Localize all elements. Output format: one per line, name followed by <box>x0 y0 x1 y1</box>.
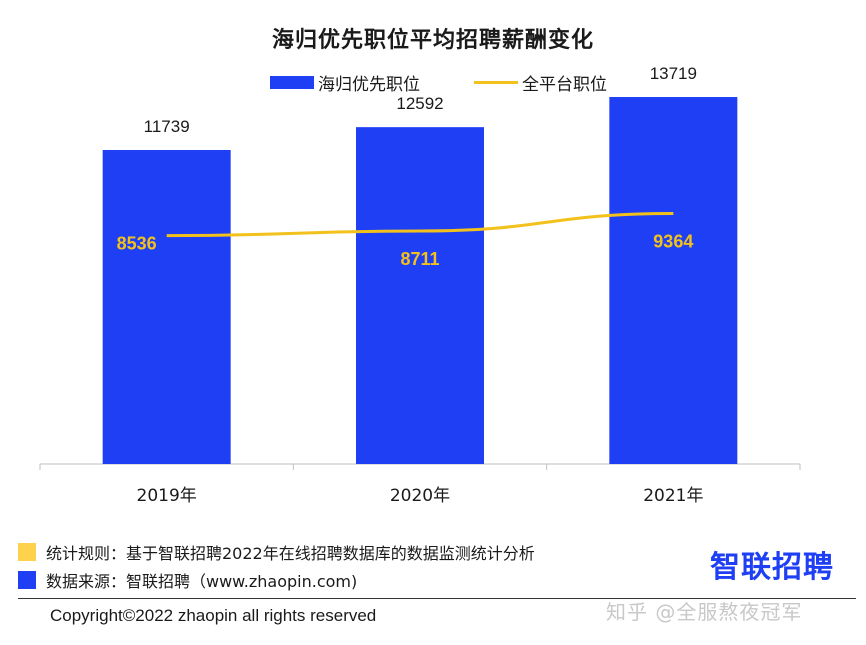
watermark: 知乎 @全服熬夜冠军 <box>606 600 803 624</box>
x-tick-label: 2021年 <box>643 486 703 506</box>
line-value-label: 9364 <box>653 232 693 252</box>
bar-0 <box>102 149 231 464</box>
note-source-text: 数据来源：智联招聘（www.zhaopin.com) <box>46 572 358 591</box>
copyright-text: Copyright©2022 zhaopin all rights reserv… <box>50 606 377 625</box>
note-rule: 统计规则：基于智联招聘2022年在线招聘数据库的数据监测统计分析 <box>18 538 535 566</box>
bar-value-label: 11739 <box>144 117 190 136</box>
note-source: 数据来源：智联招聘（www.zhaopin.com) <box>18 566 535 594</box>
legend-label-bar-series: 海归优先职位 <box>318 75 420 95</box>
chart-title: 海归优先职位平均招聘薪酬变化 <box>271 28 594 53</box>
line-value-label: 8711 <box>400 249 439 269</box>
legend-swatch-line <box>474 81 518 84</box>
bar-1 <box>356 127 484 464</box>
footnotes: 统计规则：基于智联招聘2022年在线招聘数据库的数据监测统计分析 数据来源：智联… <box>18 538 535 594</box>
bar-value-label: 12592 <box>396 94 443 113</box>
x-tick-label: 2020年 <box>390 486 450 506</box>
note-source-swatch <box>18 571 36 589</box>
legend-item-bar-series: 海归优先职位 <box>270 70 420 95</box>
divider <box>18 598 856 599</box>
chart-legend: 海归优先职位 全平台职位 <box>0 70 866 95</box>
line-series-path <box>166 212 674 238</box>
legend-label-line-series: 全平台职位 <box>522 75 607 95</box>
x-tick-label: 2019年 <box>137 486 197 506</box>
brand-logo: 智联招聘 <box>710 550 834 585</box>
line-value-label: 8536 <box>117 234 157 254</box>
legend-swatch-bar <box>270 76 314 89</box>
bar-value-label: 13719 <box>650 64 697 83</box>
chart-plot: 11739 12592 13719 8536 8711 9364 2019年 2020年 202… <box>39 64 801 506</box>
note-rule-text: 统计规则：基于智联招聘2022年在线招聘数据库的数据监测统计分析 <box>46 544 535 563</box>
legend-item-line-series: 全平台职位 <box>474 70 607 95</box>
note-rule-swatch <box>18 543 36 561</box>
bar-2 <box>609 97 738 464</box>
